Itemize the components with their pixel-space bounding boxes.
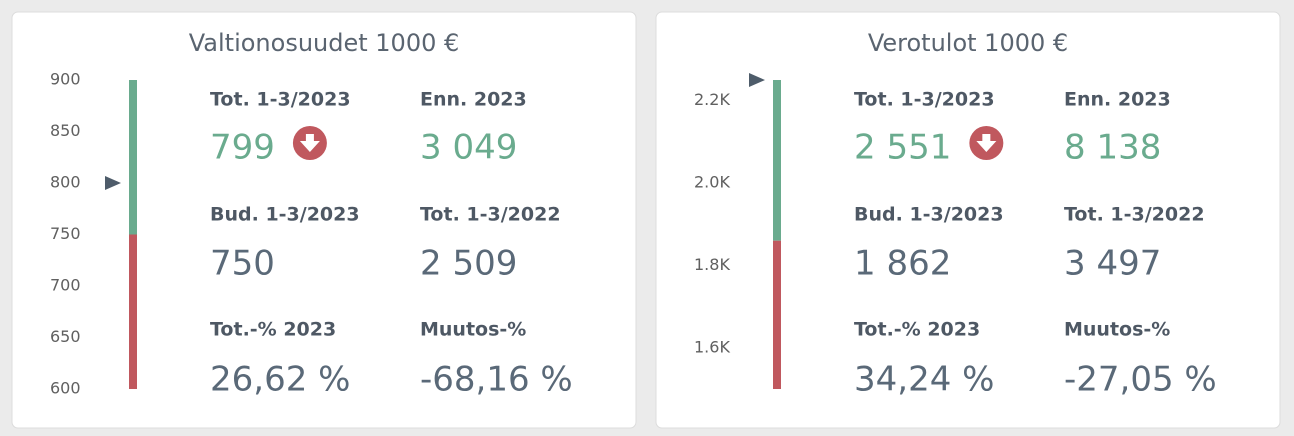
y-tick-label: 900 <box>50 70 81 89</box>
metric-label: Bud. 1-3/2023 <box>854 204 1004 226</box>
gauge-marker <box>749 73 765 87</box>
gauge-above <box>773 80 781 241</box>
metric-value: -27,05 % <box>1064 360 1217 400</box>
y-tick-label: 1.6K <box>694 337 730 356</box>
metric-label: Tot. 1-3/2023 <box>854 89 995 111</box>
metric-value: 799 <box>210 128 275 168</box>
gauge-marker <box>105 176 121 190</box>
trend-arrow <box>976 134 997 152</box>
metric-value: 2 509 <box>420 244 517 284</box>
metric-label: Tot. 1-3/2022 <box>420 204 561 226</box>
metric-value: 26,62 % <box>210 360 350 400</box>
metric-value: 750 <box>210 244 275 284</box>
y-tick-label: 700 <box>50 276 81 295</box>
metric-value: 3 049 <box>420 128 517 168</box>
trend-arrow <box>299 134 320 152</box>
y-tick-label: 1.8K <box>694 255 730 274</box>
y-tick-label: 850 <box>50 121 81 140</box>
card-title: Verotulot 1000 € <box>868 29 1068 57</box>
card <box>655 11 1281 429</box>
gauge-above <box>129 80 137 235</box>
y-tick-label: 600 <box>50 379 81 398</box>
y-tick-label: 750 <box>50 224 81 243</box>
card <box>11 11 637 429</box>
metric-value: 34,24 % <box>854 360 994 400</box>
metric-label: Bud. 1-3/2023 <box>210 204 360 226</box>
metric-value: 3 497 <box>1064 244 1161 284</box>
metric-value: 8 138 <box>1064 128 1161 168</box>
metric-label: Enn. 2023 <box>1064 89 1171 111</box>
card-title: Valtionosuudet 1000 € <box>189 29 460 57</box>
metric-label: Tot. 1-3/2022 <box>1064 204 1205 226</box>
y-tick-label: 2.0K <box>694 173 730 192</box>
metric-value: 2 551 <box>854 128 951 168</box>
metric-label: Tot.-% 2023 <box>210 319 336 341</box>
gauge-below <box>129 234 137 389</box>
metric-label: Tot. 1-3/2023 <box>210 89 351 111</box>
y-tick-label: 650 <box>50 327 81 346</box>
metric-label: Muutos-% <box>1064 319 1170 341</box>
metric-label: Tot.-% 2023 <box>854 319 980 341</box>
metric-value: -68,16 % <box>420 360 573 400</box>
y-tick-label: 2.2K <box>694 90 730 109</box>
gauge-below <box>773 240 781 389</box>
metric-value: 1 862 <box>854 244 951 284</box>
y-tick-label: 800 <box>50 173 81 192</box>
metric-label: Muutos-% <box>420 319 526 341</box>
metric-label: Enn. 2023 <box>420 89 527 111</box>
